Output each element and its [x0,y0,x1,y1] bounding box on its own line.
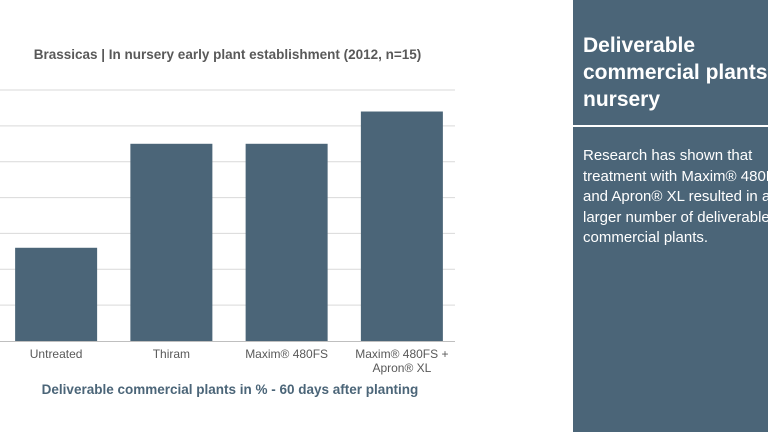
panel-body-line: larger number of deliverable [583,208,768,226]
bar [245,143,328,341]
bar [360,111,443,341]
bar [15,247,98,341]
info-panel: Deliverable commercial plants in nursery… [573,0,768,432]
x-tick-label: Maxim® 480FS [245,347,328,361]
x-tick-label: Apron® XL [372,361,431,375]
panel-body-line: treatment with Maxim® 480FS [583,167,768,185]
x-tick-label: Maxim® 480FS + [355,347,448,361]
panel-body-line: Research has shown that [583,147,753,164]
panel-heading: Deliverable commercial plants in nursery [583,32,768,113]
panel-divider [573,125,768,127]
x-tick-label: Untreated [30,347,83,361]
panel-body: Research has shown that treatment with M… [583,146,768,249]
x-axis-caption: Deliverable commercial plants in % - 60 … [41,382,419,397]
x-tick-label: Thiram [153,347,190,361]
panel-heading-line: commercial plants in [583,61,768,84]
bar [130,143,213,341]
bar-chart: Untreated Thiram Maxim® 480FS Maxim® 480FS … [0,89,455,375]
panel-heading-line: nursery [583,88,661,111]
chart-title: Brassicas | In nursery early plant estab… [33,47,422,62]
panel-body-line: and Apron® XL resulted in a [583,188,768,205]
panel-body-line: commercial plants. [583,229,709,246]
panel-heading-line: Deliverable [583,34,696,57]
